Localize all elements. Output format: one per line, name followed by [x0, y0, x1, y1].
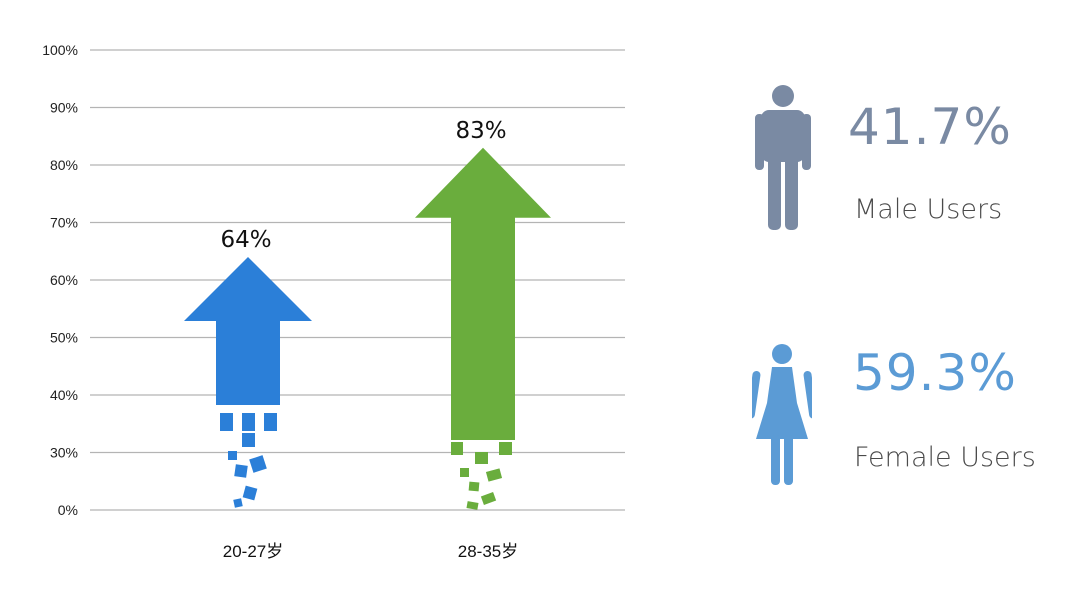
y-tick-label: 70%: [50, 215, 78, 231]
y-tick-label: 40%: [50, 387, 78, 403]
arrow-fragment: [234, 464, 248, 478]
category-label-1: 20-27岁: [223, 542, 283, 561]
arrow-fragment: [468, 481, 480, 492]
grid-lines: [90, 49, 625, 511]
arrow-fragment: [451, 442, 463, 455]
female-users-percentage: 59.3%: [853, 344, 1017, 402]
y-tick-label: 60%: [50, 272, 78, 288]
category-labels: 20-27岁 28-35岁: [223, 542, 518, 561]
data-label-2: 83%: [455, 118, 506, 144]
category-label-2: 28-35岁: [458, 542, 518, 561]
male-users-label: Male Users: [854, 194, 1003, 225]
arrow-fragment: [480, 492, 497, 505]
male-person-icon: [755, 85, 811, 230]
arrow-fragment: [233, 498, 243, 508]
y-axis-ticks: 0% 30% 40% 50% 60% 70% 80% 90% 100%: [42, 42, 78, 518]
arrow-bar-1: [184, 257, 312, 405]
arrow-fragment: [242, 413, 255, 431]
y-tick-label: 90%: [50, 100, 78, 116]
arrow-fragment: [220, 413, 233, 431]
data-label-1: 64%: [220, 227, 271, 253]
arrow-fragment: [249, 455, 267, 473]
arrow-fragment: [499, 442, 512, 455]
arrow-fragment: [242, 433, 255, 447]
y-tick-label: 30%: [50, 445, 78, 461]
arrow-fragment: [228, 451, 237, 460]
arrow-fragment: [460, 468, 469, 477]
arrow-fragment: [475, 452, 488, 464]
y-tick-label: 0%: [58, 502, 78, 518]
arrow-fragment: [264, 413, 277, 431]
y-tick-label: 100%: [42, 42, 78, 58]
arrow-bars: 64% 83%: [184, 118, 551, 510]
y-tick-label: 80%: [50, 157, 78, 173]
female-person-icon: [752, 344, 812, 485]
arrow-fragment: [485, 468, 503, 482]
male-users-percentage: 41.7%: [848, 98, 1012, 156]
arrow-fragment: [466, 501, 479, 510]
arrow-fragment: [242, 485, 258, 501]
arrow-bar-2: [415, 147, 551, 440]
y-tick-label: 50%: [50, 330, 78, 346]
female-users-label: Female Users: [854, 442, 1036, 473]
